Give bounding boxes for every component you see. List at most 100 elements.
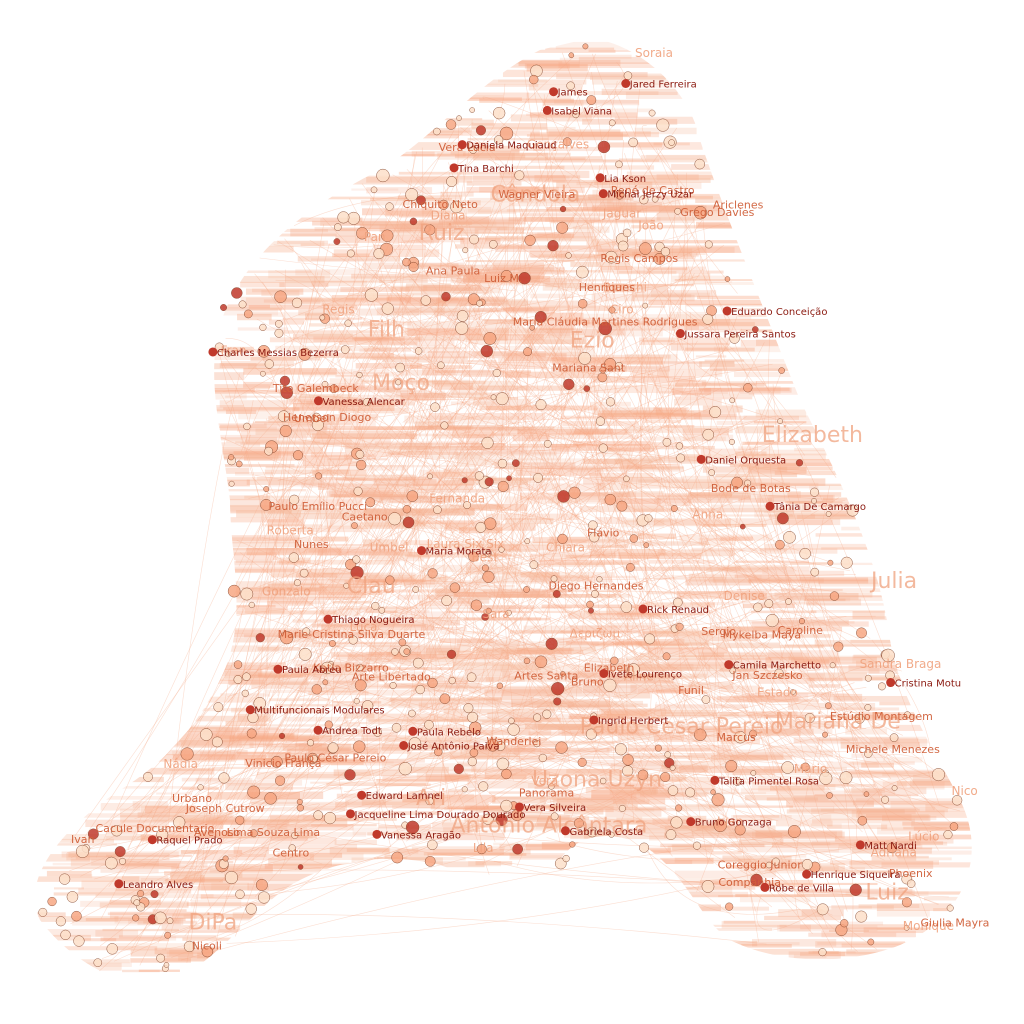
edge-bundle [71,796,184,800]
edge-bundle [823,784,876,787]
edge-bundle [568,613,673,619]
graph-node [412,586,420,593]
edge-bundle [871,855,917,861]
edge-bundle [367,154,480,157]
graph-node [490,394,497,401]
graph-node [701,695,711,704]
node-label: Vera [531,774,558,788]
graph-node [363,398,372,407]
edge-bundle [453,385,530,390]
graph-node [604,493,616,506]
graph-node-highlight [855,840,865,850]
edge-bundle [779,924,811,932]
edge-bundle [739,838,784,846]
node-label: Cândola [491,183,581,208]
edge-bundle [601,186,667,191]
edge-bundle [852,610,885,619]
edge-bundle [242,587,327,592]
edge-bundle [733,815,780,818]
edge [297,647,885,861]
edge [767,329,845,729]
edge-bundle [262,355,321,361]
graph-node [373,727,382,737]
edge [713,367,784,786]
graph-node [524,234,536,246]
graph-node [449,582,460,593]
node-label: Thiago Nogueira [331,615,414,626]
edge-bundle [608,447,655,452]
edge [448,162,651,792]
graph-node [639,195,649,205]
graph-node [568,486,581,499]
node-label: Adriana [871,846,917,860]
edge-bundle [121,875,169,881]
edge-bundle [305,508,381,513]
edge-bundle [236,510,301,518]
edge-bundle [267,824,354,831]
edge-bundle [211,407,300,412]
graph-node [552,590,561,598]
edge-bundle [235,559,273,563]
graph-node [381,229,394,242]
graph-node [854,713,865,724]
edge-bundle [617,320,680,326]
edge [214,192,402,837]
node-label: Diego Hernandes [548,579,643,592]
edge-bundle [484,329,571,337]
graph-node [565,252,572,259]
edge-bundle [561,221,593,230]
edge-bundle [578,56,692,64]
edge-bundle [738,446,772,451]
edge-bundle [743,415,814,421]
edge-bundle [762,567,795,575]
edge-bundle [602,410,713,417]
graph-node [163,962,170,968]
edge-bundle [305,333,353,337]
edge-bundle [810,905,872,909]
edge-bundle [172,913,260,919]
edge [430,264,685,365]
edge-bundle [631,294,695,302]
node-label: Paula Rebelo [417,727,481,738]
graph-node [946,904,954,912]
edge [353,241,617,362]
edge-bundle [330,494,416,498]
edge-bundle [843,715,903,721]
edge-bundle [333,769,407,776]
edge-bundle [472,576,562,584]
graph-node [333,238,341,245]
edge-bundle [500,649,584,654]
edge-bundle [290,832,367,837]
graph-node-highlight [514,802,524,812]
edge-bundle [230,610,337,615]
edge [338,423,381,836]
edge-bundle [704,359,745,362]
graph-node [597,140,611,154]
edge-bundle [523,335,571,338]
edge [372,188,614,495]
graph-node [864,674,872,682]
edge-bundle [717,844,766,848]
edge-bundle [234,472,274,476]
edge-bundle [598,413,701,420]
edge-bundle [508,815,572,819]
edge-bundle [178,817,251,825]
graph-node [694,728,707,742]
edge [403,228,600,432]
edge-bundle [856,660,929,667]
graph-node [626,563,635,572]
node-label: Wagner Vieira [498,188,575,201]
edge [493,514,792,561]
graph-node [247,785,261,799]
graph-node [427,839,438,851]
graph-node [93,958,103,967]
graph-node [771,857,780,866]
edge-bundle [256,771,371,780]
edge-bundle [778,909,823,917]
edge [610,698,867,799]
graph-node [846,504,859,517]
graph-node [891,785,898,792]
graph-node [729,333,740,344]
edge [667,252,745,388]
graph-node [474,471,484,481]
